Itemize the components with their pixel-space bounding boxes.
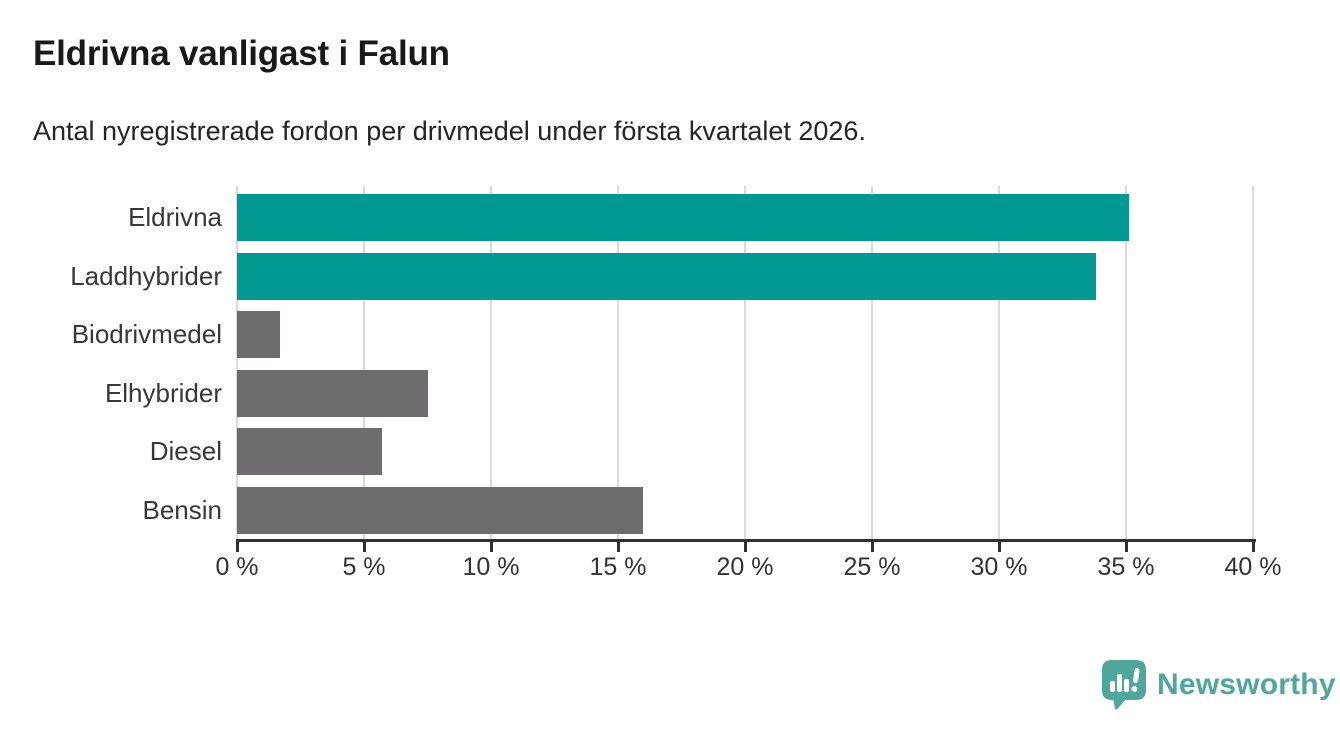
- gridline: [490, 186, 492, 539]
- chart-subtitle: Antal nyregistrerade fordon per drivmede…: [33, 116, 866, 146]
- bar: [237, 311, 281, 359]
- x-tick-label: 0 %: [215, 553, 259, 581]
- x-tick: [744, 539, 747, 552]
- gridline: [998, 186, 1000, 539]
- bar: [237, 252, 1096, 300]
- x-tick-label: 30 %: [970, 553, 1028, 581]
- bar-label: Biodrivmedel: [71, 319, 222, 350]
- bar-label: Diesel: [149, 436, 222, 467]
- gridline: [1125, 186, 1127, 539]
- x-tick: [363, 539, 366, 552]
- chart-title: Eldrivna vanligast i Falun: [33, 34, 450, 73]
- bar-label: Elhybrider: [104, 377, 222, 408]
- x-tick: [236, 539, 239, 552]
- gridline: [744, 186, 746, 539]
- bar: [237, 194, 1129, 241]
- bar-label: Eldrivna: [128, 202, 222, 232]
- x-tick-label: 5 %: [342, 553, 386, 581]
- x-tick: [490, 539, 493, 552]
- bar: [237, 487, 644, 534]
- x-tick: [1125, 539, 1128, 552]
- gridline: [363, 186, 365, 539]
- x-tick-label: 40 %: [1224, 553, 1282, 581]
- bar: [237, 428, 382, 476]
- x-tick-label: 10 %: [462, 553, 520, 581]
- bar-label: Laddhybrider: [70, 260, 222, 291]
- newsworthy-wordmark: Newsworthy: [1157, 668, 1336, 701]
- x-tick: [998, 539, 1001, 552]
- x-tick: [617, 539, 620, 552]
- x-tick: [871, 539, 874, 552]
- newsworthy-logo: Newsworthy: [1101, 659, 1336, 711]
- bar: [237, 369, 428, 417]
- newsworthy-speech-bubble-chart-icon: [1101, 659, 1147, 711]
- x-tick-label: 20 %: [716, 553, 774, 581]
- x-tick-label: 15 %: [589, 553, 647, 581]
- gridline: [617, 186, 619, 539]
- x-tick-label: 35 %: [1097, 553, 1155, 581]
- gridline: [236, 186, 238, 539]
- x-tick: [1252, 539, 1255, 552]
- bar-label: Bensin: [142, 495, 223, 525]
- gridline: [1252, 186, 1254, 539]
- x-tick-label: 25 %: [843, 553, 901, 581]
- gridline: [871, 186, 873, 539]
